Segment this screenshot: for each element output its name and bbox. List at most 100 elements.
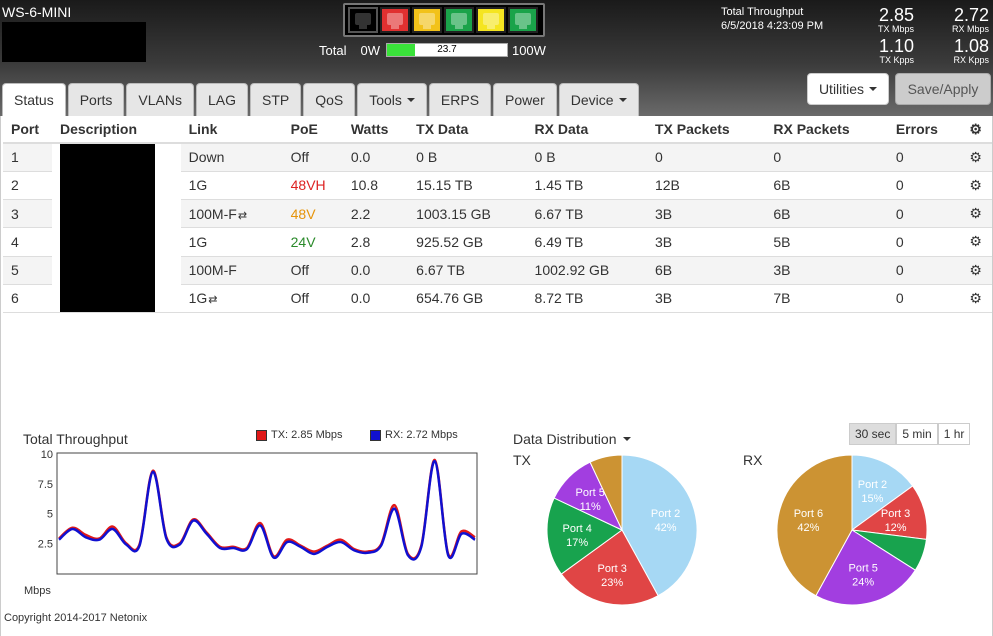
data-distribution-dropdown[interactable]: Data Distribution <box>513 431 631 447</box>
tx-data-cell-value: 6.67 TB <box>416 262 465 279</box>
pie-slice-port-6[interactable] <box>589 454 623 531</box>
plot-frame <box>56 452 478 575</box>
time-range-button[interactable]: 1 hr <box>937 423 971 445</box>
settings-header[interactable]: ⚙ <box>961 116 992 144</box>
utilities-button[interactable]: Utilities <box>807 73 889 105</box>
link-cell-value: 1G <box>188 177 208 194</box>
table-row[interactable]: 1 Down Off 0.0 0 B 0 B 0 0 0 ⚙ <box>3 143 992 313</box>
pie-slice-port-2[interactable] <box>851 454 914 531</box>
port-cell-value: 4 <box>11 233 19 250</box>
col-poe[interactable]: PoE <box>282 116 343 144</box>
row-settings[interactable]: ⚙ <box>961 256 992 285</box>
gear-icon[interactable]: ⚙ <box>969 120 982 137</box>
rx-packets-cell-value: 0 <box>773 149 782 166</box>
row-settings[interactable]: ⚙ <box>961 143 992 172</box>
legend-rx-label: RX: 2.72 Mbps <box>385 429 458 441</box>
main-tabs: Status Ports VLANs LAG STP QoS Tools ERPS Power D… <box>2 83 639 116</box>
tab-label: Tools <box>369 92 402 108</box>
time-range-button[interactable]: 30 sec <box>849 423 897 445</box>
rx-mbps-stat: 2.72 RX Mbps <box>935 6 989 34</box>
tab-lag[interactable]: LAG <box>195 83 248 116</box>
rx-kpps-stat: 1.08 RX Kpps <box>935 37 989 65</box>
port-led-1[interactable] <box>348 7 378 33</box>
table-row[interactable]: 2 1G 48VH 10.8 15.15 TB 1.45 TB 12B 6B 0 ⚙ <box>3 171 992 201</box>
table-row[interactable]: 5 100M-F Off 0.0 6.67 TB 1002.92 GB 6B 3B 0 ⚙ <box>3 256 992 285</box>
col-rx-data[interactable]: RX Data <box>526 116 647 144</box>
tab-ports[interactable]: Ports <box>67 83 125 116</box>
legend-tx[interactable]: TX: 2.85 Mbps <box>256 429 343 441</box>
gear-icon[interactable]: ⚙ <box>969 148 982 165</box>
tab-stp[interactable]: STP <box>249 83 302 116</box>
power-total-label: Total <box>319 42 347 58</box>
tab-tools[interactable]: Tools <box>357 83 427 116</box>
table-row[interactable]: 3 100M-F⇄ 48V 2.2 1003.15 GB 6.67 TB 3B 6B 0 ⚙ <box>3 199 992 229</box>
port-led-2[interactable] <box>380 7 410 33</box>
pie-slice-port-3[interactable] <box>560 529 659 606</box>
tab-status[interactable]: Status <box>2 83 66 116</box>
rx-mbps-value: 2.72 <box>953 5 989 25</box>
tab-power[interactable]: Power <box>493 83 557 116</box>
col-description[interactable]: Description <box>51 116 181 144</box>
gear-icon[interactable]: ⚙ <box>969 233 982 250</box>
chevron-down-icon <box>406 98 415 102</box>
legend-rx[interactable]: RX: 2.72 Mbps <box>370 429 458 441</box>
throughput-date: 6/5/2018 4:23:09 PM <box>721 20 824 32</box>
tab-label: Device <box>570 92 614 108</box>
pie-slice-port-6[interactable] <box>776 454 853 597</box>
tab-vlans[interactable]: VLANs <box>126 83 194 116</box>
pie-slice-port-4[interactable] <box>546 497 623 575</box>
gear-icon[interactable]: ⚙ <box>969 176 982 193</box>
redacted-block <box>2 22 146 62</box>
row-settings[interactable]: ⚙ <box>961 227 992 257</box>
link-cell: 1G <box>180 227 283 257</box>
gear-icon[interactable]: ⚙ <box>969 289 982 306</box>
table-row[interactable]: 6 1G⇄ Off 0.0 654.76 GB 8.72 TB 3B 7B 0 ⚙ <box>3 284 992 314</box>
table-row[interactable]: 4 1G 24V 2.8 925.52 GB 6.49 TB 3B 5B 0 ⚙ <box>3 227 992 257</box>
watts-cell-value: 10.8 <box>350 177 379 194</box>
errors-cell-value: 0 <box>895 262 904 279</box>
tab-qos[interactable]: QoS <box>303 83 356 116</box>
poe-cell: Off <box>282 284 343 314</box>
col-tx-packets[interactable]: TX Packets <box>646 116 766 144</box>
save-apply-button[interactable]: Save/Apply <box>895 73 991 105</box>
watts-cell: 0.0 <box>342 284 409 314</box>
utilities-label: Utilities <box>818 81 865 97</box>
ethernet-port-icon <box>419 13 435 29</box>
port-status-panel <box>343 3 545 37</box>
errors-cell-value: 0 <box>895 149 904 166</box>
errors-cell-value: 0 <box>895 205 904 222</box>
table-header-row: Port Description Link PoE Watts TX Data … <box>3 116 992 144</box>
col-watts[interactable]: Watts <box>342 116 409 144</box>
col-link[interactable]: Link <box>180 116 283 144</box>
col-errors[interactable]: Errors <box>887 116 962 144</box>
port-led-6[interactable] <box>508 7 538 33</box>
tx-data-cell: 6.67 TB <box>408 256 527 285</box>
col-tx-data[interactable]: TX Data <box>408 116 527 144</box>
link-cell: 1G⇄ <box>180 284 283 314</box>
port-led-5[interactable] <box>476 7 506 33</box>
tab-device[interactable]: Device <box>558 83 639 116</box>
link-cell-value: 1G <box>188 233 208 250</box>
port-led-4[interactable] <box>444 7 474 33</box>
row-settings[interactable]: ⚙ <box>961 171 992 201</box>
tab-label: Ports <box>79 92 113 108</box>
col-rx-packets[interactable]: RX Packets <box>765 116 888 144</box>
tab-label: Status <box>14 92 54 108</box>
tx-packets-cell-value: 0 <box>654 149 663 166</box>
gear-icon[interactable]: ⚙ <box>969 205 982 222</box>
tab-erps[interactable]: ERPS <box>428 83 492 116</box>
pie-slice-port-2[interactable] <box>621 454 698 597</box>
col-port[interactable]: Port <box>3 116 52 144</box>
gear-icon[interactable]: ⚙ <box>969 261 982 278</box>
rx-packets-cell: 5B <box>765 227 888 257</box>
row-settings[interactable]: ⚙ <box>961 284 992 314</box>
pie-slice-port-5[interactable] <box>815 529 917 606</box>
port-led-3[interactable] <box>412 7 442 33</box>
row-settings[interactable]: ⚙ <box>961 199 992 229</box>
description-cell <box>51 143 181 313</box>
time-range-button[interactable]: 5 min <box>896 423 938 445</box>
port-cell-value: 3 <box>11 205 19 222</box>
power-meter: Total 0W 23.7 100W <box>319 42 546 58</box>
tab-label: LAG <box>207 92 236 108</box>
pie-slice-label: Port 2 <box>651 508 680 520</box>
